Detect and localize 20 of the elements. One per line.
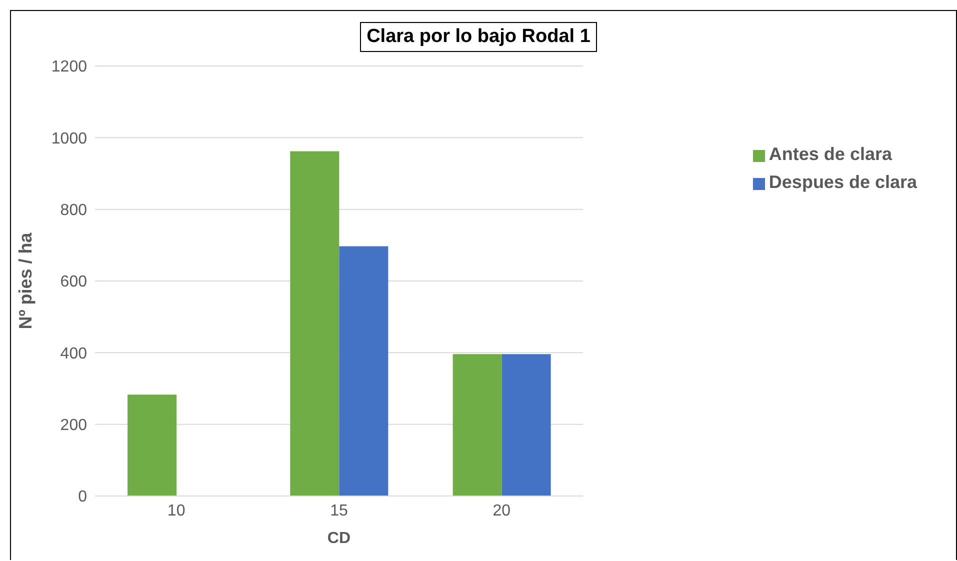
- legend-label: Despues de clara: [768, 172, 917, 192]
- y-tick-label: 600: [60, 274, 88, 291]
- legend-label: Antes de clara: [768, 144, 892, 164]
- y-tick-label: 1200: [51, 58, 88, 76]
- bar: [290, 151, 340, 496]
- bar: [452, 354, 502, 496]
- x-tick-label: 15: [330, 502, 348, 520]
- chart-title: Clara por lo bajo Rodal 1: [360, 22, 598, 52]
- y-tick-label: 800: [60, 202, 88, 220]
- bar: [502, 354, 551, 496]
- y-tick-label: 1000: [51, 130, 88, 148]
- y-tick-label: 0: [78, 488, 88, 506]
- y-axis-title: Nº pies / ha: [15, 232, 36, 330]
- bar: [339, 246, 388, 496]
- y-tick-label: 200: [60, 417, 88, 434]
- x-tick-label: 20: [492, 502, 511, 520]
- y-tick-label: 400: [60, 345, 88, 362]
- x-axis-title: CD: [327, 530, 351, 547]
- bar: [128, 394, 177, 496]
- x-tick-label: 10: [167, 502, 186, 520]
